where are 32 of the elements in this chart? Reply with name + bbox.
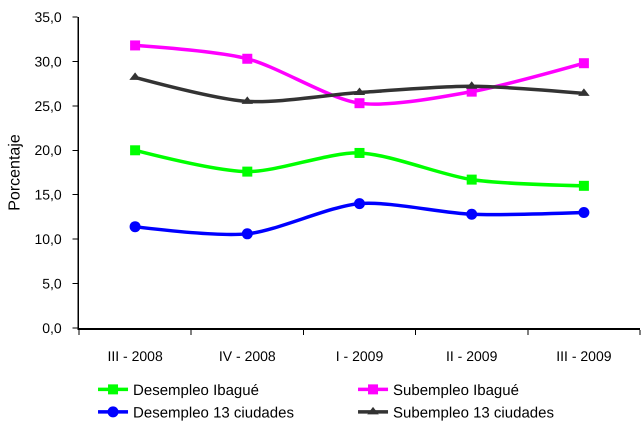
point: [130, 221, 141, 232]
x-tick-label: I - 2009: [336, 348, 384, 364]
legend-label: Subempleo 13 ciudades: [393, 404, 554, 422]
y-axis-title: Porcentaje: [6, 134, 24, 211]
y-tick-label: 30,0: [34, 53, 62, 70]
point: [242, 54, 252, 64]
point: [354, 98, 364, 108]
y-tick-label: 0,0: [42, 320, 62, 336]
y-tick-label: 5,0: [42, 275, 62, 292]
x-tick-label: II - 2009: [446, 348, 498, 364]
x-tick-label: III - 2008: [107, 348, 163, 364]
point: [578, 180, 589, 191]
x-tick-label: III - 2009: [556, 348, 612, 364]
y-tick-label: 25,0: [34, 98, 62, 114]
x-tick-label: IV - 2008: [218, 348, 276, 364]
point: [242, 228, 253, 240]
point: [466, 174, 477, 185]
legend-label: Subempleo Ibagué: [393, 382, 519, 400]
point: [354, 198, 365, 210]
point: [466, 208, 478, 220]
y-tick-label: 35,0: [34, 8, 62, 25]
point: [578, 58, 589, 68]
point: [130, 40, 140, 50]
legend-label: Desempleo Ibagué: [133, 382, 259, 400]
point: [354, 148, 364, 158]
y-tick-label: 10,0: [34, 231, 62, 248]
point: [242, 166, 252, 177]
y-tick-label: 15,0: [34, 186, 62, 203]
legend-label: Desempleo 13 ciudades: [133, 404, 294, 422]
point: [578, 206, 590, 218]
y-tick-label: 20,0: [34, 142, 62, 158]
point: [130, 145, 140, 156]
